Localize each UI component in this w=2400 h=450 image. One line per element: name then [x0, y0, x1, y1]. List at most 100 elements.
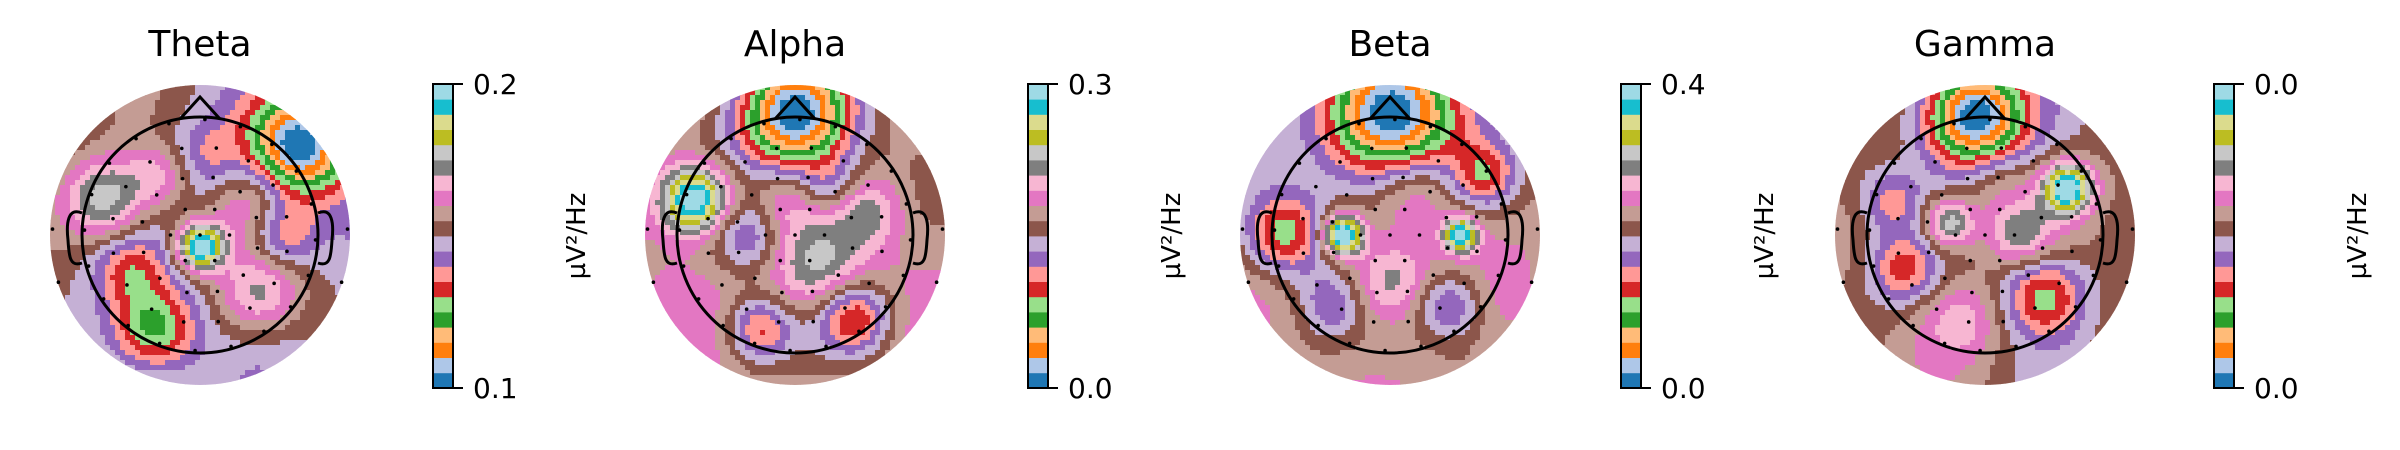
heat-cell: [125, 260, 131, 266]
heat-cell: [275, 350, 281, 356]
sensor-dot: [214, 146, 219, 150]
heat-cell: [825, 160, 831, 166]
heat-cell: [120, 265, 126, 271]
heat-cell: [345, 195, 350, 201]
heat-cell: [295, 380, 301, 385]
heat-cell: [55, 365, 61, 371]
heat-cell: [665, 95, 671, 101]
heat-cell: [165, 315, 171, 321]
heat-cell: [340, 205, 346, 211]
heat-cell: [50, 215, 56, 221]
heat-cell: [95, 225, 101, 231]
heat-cell: [265, 105, 271, 111]
heat-cell: [120, 105, 126, 111]
heat-cell: [280, 225, 286, 231]
heat-cell: [280, 190, 286, 196]
heat-cell: [50, 230, 56, 236]
heat-cell: [100, 260, 106, 266]
heat-cell: [700, 120, 706, 126]
heat-cell: [55, 360, 61, 366]
heat-cell: [815, 150, 821, 156]
heat-cell: [190, 130, 196, 136]
heat-cell: [820, 125, 826, 131]
heat-cell: [60, 115, 66, 121]
heat-cell: [110, 125, 116, 131]
heat-cell: [170, 275, 176, 281]
heat-cell: [280, 325, 286, 331]
heat-cell: [110, 95, 116, 101]
heat-cell: [130, 275, 136, 281]
heat-cell: [85, 205, 91, 211]
heat-cell: [150, 200, 156, 206]
heat-cell: [55, 120, 61, 126]
heat-cell: [195, 185, 201, 191]
heat-cell: [775, 160, 781, 166]
heat-cell: [890, 185, 896, 191]
heat-cell: [235, 220, 241, 226]
heat-cell: [240, 260, 246, 266]
heat-cell: [150, 225, 156, 231]
heat-cell: [255, 280, 261, 286]
heat-cell: [330, 365, 336, 371]
heat-cell: [730, 145, 736, 151]
heat-cell: [135, 170, 141, 176]
heat-cell: [235, 275, 241, 281]
heat-cell: [220, 335, 226, 341]
heat-cell: [110, 285, 116, 291]
heat-cell: [860, 185, 866, 191]
heat-cell: [170, 340, 176, 346]
heat-cell: [325, 245, 331, 251]
heat-cell: [135, 310, 141, 316]
heat-cell: [190, 305, 196, 311]
heat-cell: [305, 95, 311, 101]
heat-cell: [275, 300, 281, 306]
heat-cell: [325, 250, 331, 256]
heat-cell: [240, 315, 246, 321]
heat-cell: [730, 180, 736, 186]
heat-cell: [235, 255, 241, 261]
heat-cell: [60, 290, 66, 296]
heat-cell: [55, 255, 61, 261]
heat-cell: [145, 240, 151, 246]
heat-cell: [135, 320, 141, 326]
heat-cell: [215, 175, 221, 181]
heat-cell: [270, 270, 276, 276]
heat-cell: [250, 290, 256, 296]
heat-cell: [925, 125, 931, 131]
heat-cell: [80, 315, 86, 321]
heat-cell: [165, 230, 171, 236]
heat-cell: [920, 170, 926, 176]
heat-cell: [740, 95, 746, 101]
heat-cell: [135, 165, 141, 171]
heat-cell: [890, 180, 896, 186]
heat-cell: [140, 300, 146, 306]
heat-cell: [170, 305, 176, 311]
heat-cell: [290, 350, 296, 356]
heat-cell: [60, 330, 66, 336]
heat-cell: [310, 145, 316, 151]
heat-cell: [675, 185, 681, 191]
heat-cell: [200, 315, 206, 321]
heat-cell: [275, 285, 281, 291]
heat-cell: [155, 105, 161, 111]
heat-cell: [320, 200, 326, 206]
heat-cell: [730, 130, 736, 136]
heat-cell: [225, 330, 231, 336]
heat-cell: [315, 320, 321, 326]
heat-cell: [60, 125, 66, 131]
heat-cell: [115, 290, 121, 296]
heat-cell: [140, 350, 146, 356]
heat-cell: [205, 335, 211, 341]
heat-cell: [85, 320, 91, 326]
heat-cell: [205, 225, 211, 231]
heat-cell: [745, 110, 751, 116]
heat-cell: [220, 350, 226, 356]
heat-cell: [70, 185, 76, 191]
heat-cell: [730, 110, 736, 116]
heat-cell: [185, 330, 191, 336]
heat-cell: [845, 110, 851, 116]
heat-cell: [145, 200, 151, 206]
heat-cell: [915, 90, 921, 96]
heat-cell: [680, 105, 686, 111]
heat-cell: [825, 140, 831, 146]
